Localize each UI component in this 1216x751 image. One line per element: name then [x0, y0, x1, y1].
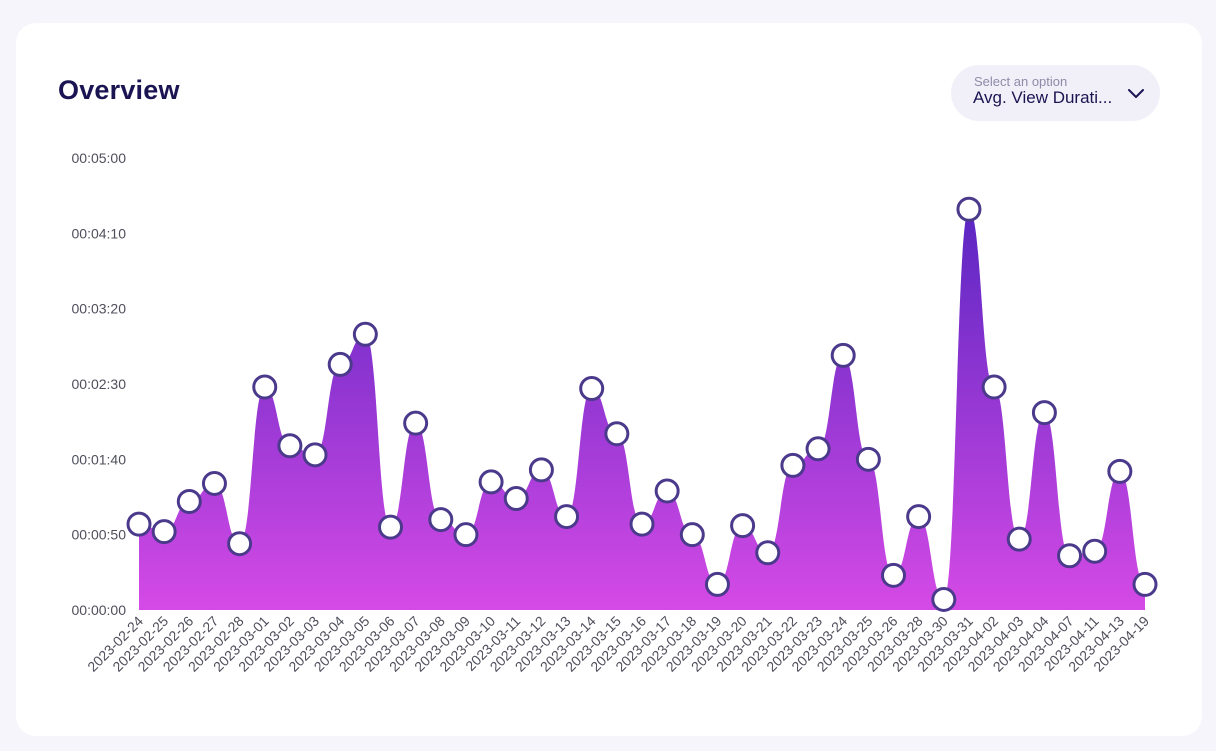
data-point[interactable]	[151, 519, 177, 545]
data-point[interactable]	[805, 436, 831, 462]
data-point[interactable]	[956, 196, 982, 222]
data-point[interactable]	[931, 586, 957, 612]
data-point[interactable]	[378, 514, 403, 540]
metric-select[interactable]: Select an option Avg. View Durati...	[951, 65, 1160, 121]
data-point[interactable]	[730, 513, 756, 539]
data-point[interactable]	[327, 351, 353, 377]
y-axis: 00:00:00 00:00:50 00:01:40 00:02:30 00:03:20…	[72, 150, 127, 618]
data-point[interactable]	[252, 374, 278, 400]
data-point[interactable]	[554, 504, 580, 530]
data-point[interactable]	[478, 469, 504, 495]
data-point[interactable]	[1031, 400, 1057, 426]
y-tick-label: 00:03:20	[72, 301, 127, 317]
data-point[interactable]	[1057, 543, 1083, 569]
y-tick-label: 00:00:00	[72, 602, 127, 618]
data-point[interactable]	[780, 452, 806, 478]
data-point[interactable]	[227, 531, 253, 557]
y-tick-label: 00:02:30	[72, 376, 127, 392]
metric-select-placeholder: Select an option	[974, 74, 1068, 89]
data-point[interactable]	[855, 446, 881, 472]
data-point[interactable]	[403, 410, 429, 436]
data-point[interactable]	[1082, 538, 1108, 564]
data-point[interactable]	[528, 457, 554, 483]
data-point[interactable]	[201, 470, 227, 496]
data-point[interactable]	[906, 504, 932, 530]
data-point[interactable]	[654, 478, 680, 504]
data-point[interactable]	[704, 571, 730, 597]
data-point[interactable]	[679, 522, 705, 548]
data-point[interactable]	[604, 421, 630, 447]
y-tick-label: 00:01:40	[72, 451, 127, 467]
data-point[interactable]	[126, 511, 152, 537]
data-point[interactable]	[277, 433, 303, 459]
data-point[interactable]	[302, 442, 328, 468]
data-point[interactable]	[352, 321, 378, 347]
chevron-down-icon	[1128, 89, 1144, 98]
data-point[interactable]	[503, 486, 529, 512]
area-series	[139, 209, 1145, 610]
y-tick-label: 00:00:50	[72, 527, 127, 543]
x-axis: 2023-02-242023-02-252023-02-262023-02-27…	[84, 613, 1152, 675]
data-point[interactable]	[579, 376, 605, 402]
y-tick-label: 00:05:00	[72, 150, 127, 166]
page-title: Overview	[58, 75, 180, 105]
data-point[interactable]	[428, 507, 454, 533]
data-point[interactable]	[1132, 571, 1158, 597]
data-point[interactable]	[1006, 526, 1032, 552]
area-chart: 00:00:00 00:00:50 00:01:40 00:02:30 00:03:20…	[72, 150, 1158, 675]
data-markers	[126, 196, 1158, 612]
data-point[interactable]	[881, 562, 906, 588]
data-point[interactable]	[453, 522, 479, 548]
data-point[interactable]	[981, 374, 1007, 400]
y-tick-label: 00:04:10	[72, 225, 127, 241]
data-point[interactable]	[830, 342, 856, 368]
data-point[interactable]	[629, 511, 655, 537]
overview-card: Overview Select an option Avg. View Dura…	[16, 23, 1202, 736]
data-point[interactable]	[1107, 458, 1133, 484]
data-point[interactable]	[755, 540, 781, 566]
data-point[interactable]	[176, 489, 202, 515]
